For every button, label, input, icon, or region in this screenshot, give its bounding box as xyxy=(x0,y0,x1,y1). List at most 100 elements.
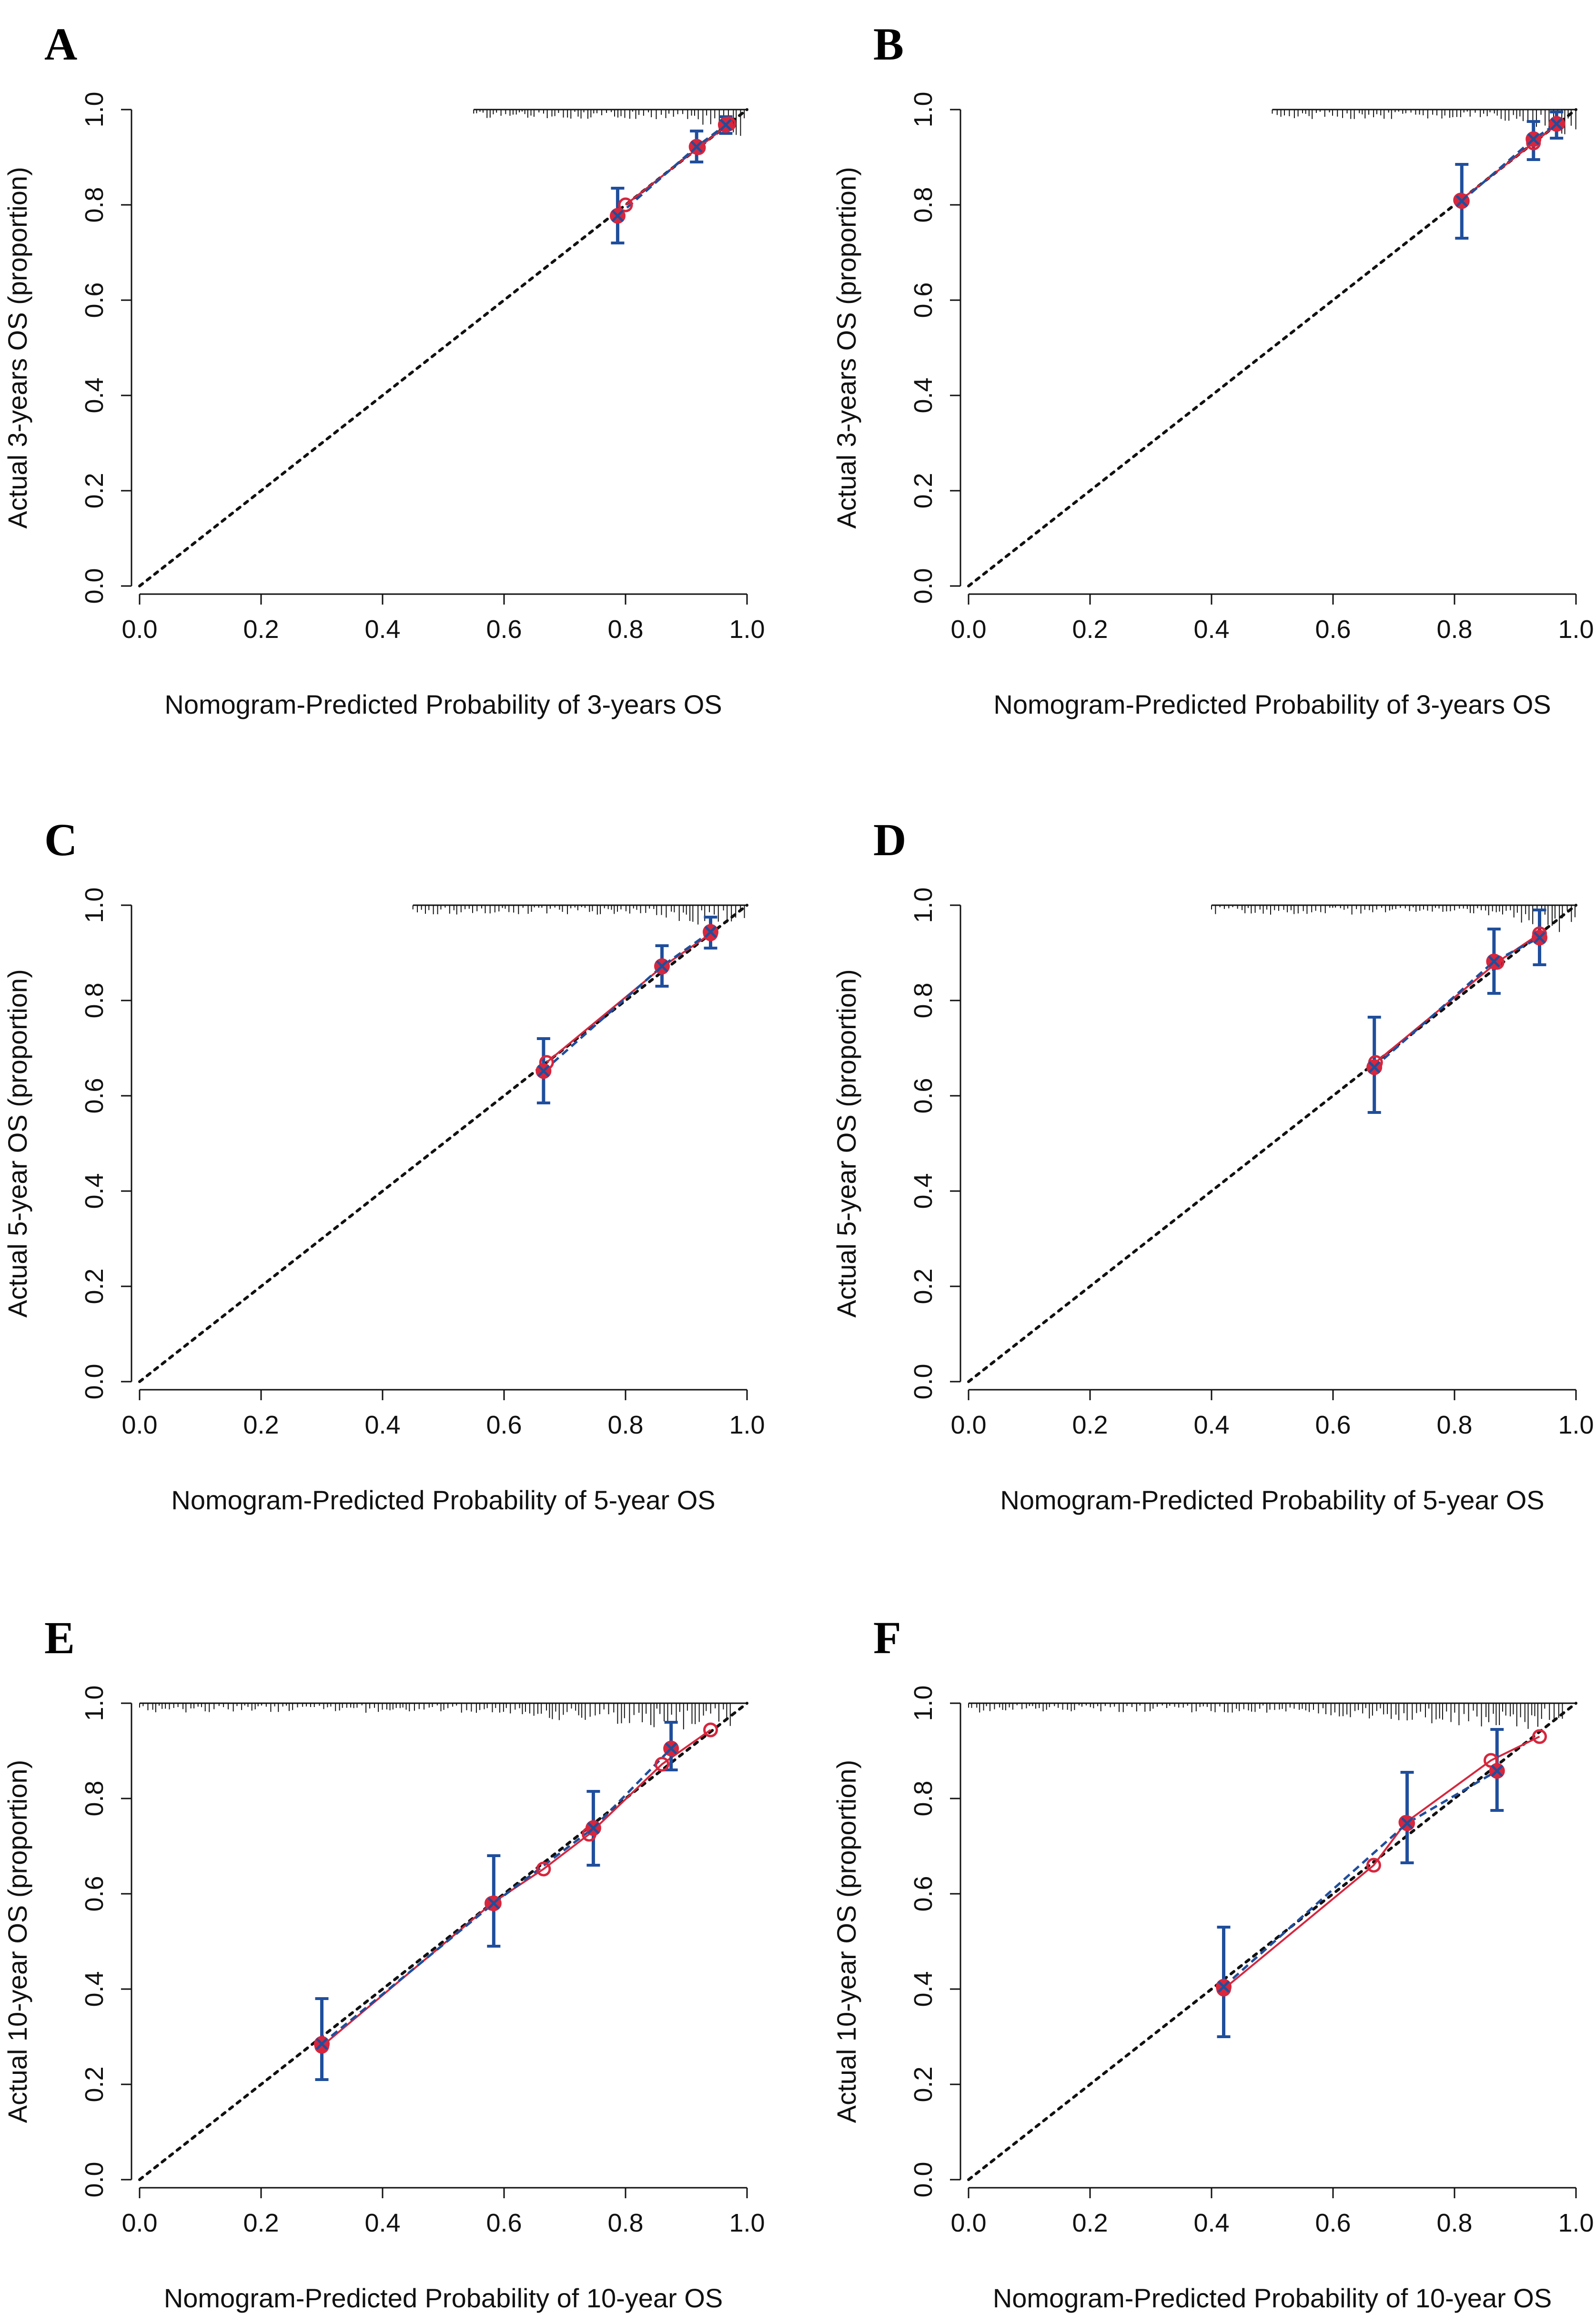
rug xyxy=(412,904,747,925)
x-tick-label: 0.2 xyxy=(1072,1411,1108,1439)
y-tick-label: 0.4 xyxy=(80,1971,109,2007)
panel-c: C 0.0 0.2 0.4 0.6 0.8 1.0 0.0 0.2 0.4 0.6 0.8 1.0 Nom… xyxy=(2,814,765,1515)
y-tick-label: 0.8 xyxy=(80,982,109,1018)
y-tick-label: 0.0 xyxy=(80,2162,109,2197)
rug xyxy=(473,109,747,136)
y-tick-label: 0.8 xyxy=(909,1780,938,1816)
y-tick-label: 0.6 xyxy=(909,282,938,318)
x-axis-title: Nomogram-Predicted Probability of 3-year… xyxy=(993,689,1551,719)
x-tick-label: 0.6 xyxy=(1315,1411,1351,1439)
y-axis-title: Actual 10-year OS (proportion) xyxy=(2,1760,32,2123)
y-tick-label: 1.0 xyxy=(80,887,109,923)
observed-x-mark xyxy=(690,141,703,153)
y-axis-title: Actual 10-year OS (proportion) xyxy=(831,1760,861,2123)
y-tick-label: 0.2 xyxy=(80,2066,109,2102)
x-tick-label: 1.0 xyxy=(729,615,765,644)
x-tick-label: 0.6 xyxy=(486,615,522,644)
x-tick-label: 1.0 xyxy=(729,1411,765,1439)
y-tick-label: 0.2 xyxy=(909,1268,938,1304)
panel-a: A 0.0 0.2 0.4 0.6 0.8 1.0 0.0 0.2 0.4 0.6 0.8 1.0 Nom… xyxy=(2,19,765,719)
observed-line xyxy=(1222,1769,1498,1988)
y-tick-label: 0.0 xyxy=(909,2162,938,2197)
y-tick-label: 0.8 xyxy=(909,187,938,222)
y-tick-label: 0.2 xyxy=(80,473,109,508)
x-tick-label: 0.2 xyxy=(1072,615,1108,644)
x-tick-label: 0.0 xyxy=(121,2209,157,2237)
y-tick-label: 0.2 xyxy=(80,1268,109,1304)
x-axis-title: Nomogram-Predicted Probability of 3-year… xyxy=(164,689,722,719)
x-tick-label: 0.6 xyxy=(486,2209,522,2237)
observed-line xyxy=(1374,936,1540,1068)
y-tick-label: 1.0 xyxy=(909,1685,938,1721)
x-tick-label: 1.0 xyxy=(729,2209,765,2237)
y-tick-label: 0.4 xyxy=(80,1173,109,1209)
x-tick-label: 0.2 xyxy=(1072,2209,1108,2237)
y-tick-label: 0.2 xyxy=(909,2066,938,2102)
observed-x-mark xyxy=(1401,1817,1414,1829)
y-axis-title: Actual 3-years OS (proportion) xyxy=(831,167,861,528)
x-axis-title: Nomogram-Predicted Probability of 10-yea… xyxy=(993,2283,1552,2313)
x-tick-label: 0.8 xyxy=(1436,615,1472,644)
y-tick-label: 0.4 xyxy=(909,377,938,413)
observed-x-mark xyxy=(587,1822,600,1834)
observed-x-mark xyxy=(719,119,732,131)
observed-x-mark xyxy=(1455,195,1468,207)
ideal-line xyxy=(967,904,1577,1383)
observed-x-mark xyxy=(704,926,717,938)
observed-line xyxy=(321,1748,672,2045)
x-axis-title: Nomogram-Predicted Probability of 10-yea… xyxy=(164,2283,723,2313)
panel-label: C xyxy=(44,814,77,865)
observed-x-mark xyxy=(1488,955,1500,968)
y-tick-label: 0.6 xyxy=(80,1078,109,1113)
panel-label: B xyxy=(873,19,904,70)
x-tick-label: 0.8 xyxy=(607,2209,643,2237)
observed-x-mark xyxy=(656,960,668,972)
ideal-line xyxy=(138,904,748,1383)
y-axis-title: Actual 5-year OS (proportion) xyxy=(831,969,861,1317)
x-tick-label: 0.4 xyxy=(1193,615,1229,644)
apparent-point xyxy=(1366,1858,1381,1873)
x-tick-label: 0.6 xyxy=(1315,2209,1351,2237)
panel-label: D xyxy=(873,814,906,865)
x-tick-label: 0.8 xyxy=(607,1411,643,1439)
y-tick-label: 1.0 xyxy=(80,1685,109,1721)
y-tick-label: 1.0 xyxy=(909,91,938,127)
x-tick-label: 0.2 xyxy=(243,615,279,644)
y-tick-label: 0.4 xyxy=(909,1971,938,2007)
x-tick-label: 0.4 xyxy=(364,615,400,644)
observed-x-mark xyxy=(537,1065,550,1077)
y-axis-title: Actual 5-year OS (proportion) xyxy=(2,969,32,1317)
observed-x-mark xyxy=(665,1742,677,1755)
x-tick-label: 0.0 xyxy=(121,1411,157,1439)
panel-f: F 0.0 0.2 0.4 0.6 0.8 1.0 0.0 0.2 0.4 0.6 0.8 1.0 Nom… xyxy=(831,1612,1594,2313)
panel-d: D 0.0 0.2 0.4 0.6 0.8 1.0 0.0 0.2 0.4 0.6 0.8 1.0 Nom… xyxy=(831,814,1594,1515)
rug xyxy=(139,1702,747,1729)
rug xyxy=(1211,904,1576,932)
apparent-point xyxy=(536,1861,551,1877)
observed-x-mark xyxy=(1491,1765,1504,1777)
y-tick-label: 0.4 xyxy=(909,1173,938,1209)
x-tick-label: 0.0 xyxy=(950,1411,986,1439)
x-axis-title: Nomogram-Predicted Probability of 5-year… xyxy=(171,1485,715,1515)
apparent-point xyxy=(703,1722,718,1738)
x-tick-label: 0.8 xyxy=(1436,2209,1472,2237)
y-tick-label: 1.0 xyxy=(80,91,109,127)
observed-line xyxy=(543,930,711,1072)
x-tick-label: 0.2 xyxy=(243,2209,279,2237)
y-tick-label: 0.8 xyxy=(80,187,109,222)
observed-x-mark xyxy=(487,1897,500,1910)
apparent-point xyxy=(655,1757,669,1772)
x-tick-label: 0.8 xyxy=(607,615,643,644)
y-tick-label: 0.2 xyxy=(909,473,938,508)
ideal-line xyxy=(967,1702,1577,2181)
panel-b: B 0.0 0.2 0.4 0.6 0.8 1.0 0.0 0.2 0.4 0.6 0.8 1.0 Nom… xyxy=(831,19,1594,719)
observed-x-mark xyxy=(1217,1981,1230,1993)
y-tick-label: 1.0 xyxy=(909,887,938,923)
x-tick-label: 1.0 xyxy=(1558,615,1594,644)
observed-x-mark xyxy=(611,210,624,222)
y-axis-title: Actual 3-years OS (proportion) xyxy=(2,167,32,528)
observed-x-mark xyxy=(315,2038,328,2050)
x-tick-label: 0.0 xyxy=(121,615,157,644)
x-tick-label: 1.0 xyxy=(1558,2209,1594,2237)
